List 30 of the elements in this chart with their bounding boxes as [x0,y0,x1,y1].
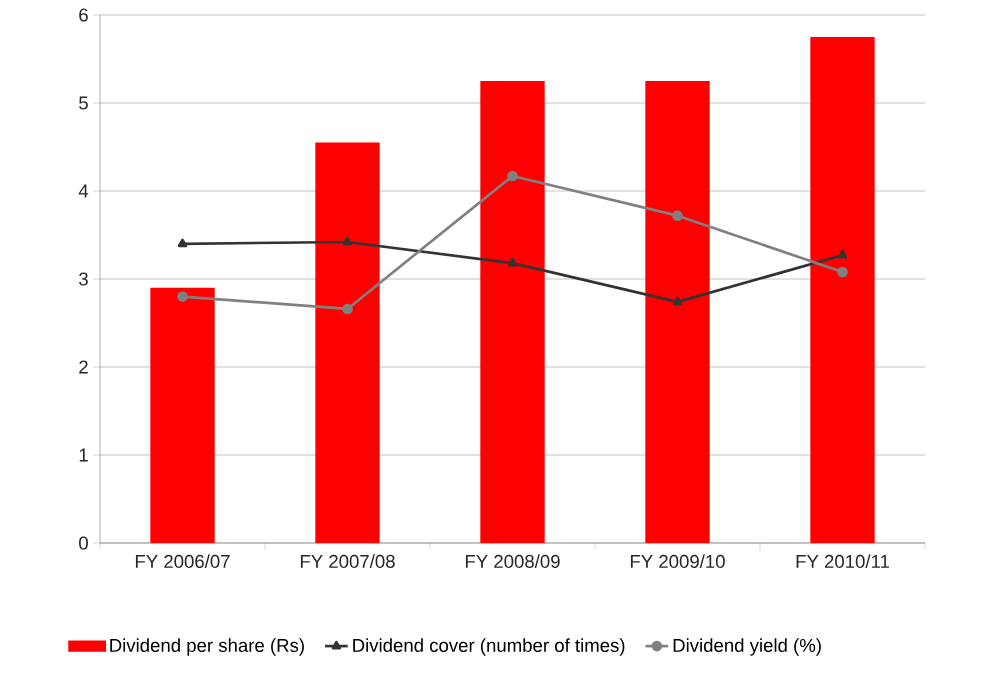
point [837,249,848,259]
y-tick-label: 1 [79,448,88,462]
legend-label: Dividend per share (Rs) [110,638,304,656]
point [342,236,353,246]
y-tick-label: 2 [79,360,88,374]
point [837,266,848,278]
point [672,210,683,221]
bar [810,37,875,543]
x-tick-label: FY 2008/09 [465,554,560,568]
point [177,291,188,302]
x-tick-label: FY 2006/07 [135,554,230,568]
bar [480,81,545,543]
bar [315,142,380,543]
point [342,303,353,315]
x-tick-label: FY 2007/08 [300,554,395,568]
point [177,238,188,248]
y-tick-label: 6 [79,8,88,22]
bar [150,287,215,543]
point [672,296,683,306]
x-tick-label: FY 2009/10 [630,554,725,568]
bar [645,81,710,543]
y-tick-label: 0 [79,536,88,550]
y-tick-label: 5 [79,96,88,110]
legend-label: Dividend cover (number of times) [353,638,625,656]
point [507,170,518,182]
point [507,257,518,267]
legend-label: Dividend yield (%) [673,638,821,656]
y-tick-label: 3 [79,272,88,286]
x-tick-label: FY 2010/11 [796,554,889,568]
y-tick-label: 4 [78,184,89,198]
